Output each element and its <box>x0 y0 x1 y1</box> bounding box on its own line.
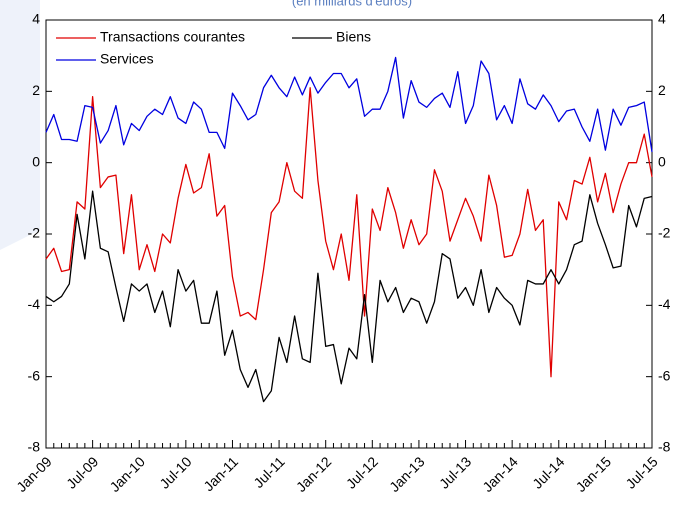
y-tick-label: 0 <box>32 153 40 169</box>
y-tick-label: -6 <box>28 367 41 383</box>
x-tick-label: Jul-10 <box>156 453 194 491</box>
y2-tick-label: -4 <box>658 296 671 312</box>
y-tick-label: 4 <box>32 11 40 27</box>
x-tick-label: Jan-12 <box>293 453 335 495</box>
series-line <box>45 190 653 403</box>
x-tick-label: Jul-11 <box>250 453 288 491</box>
y2-tick-label: 0 <box>658 153 666 169</box>
y-tick-label: -8 <box>28 439 41 455</box>
series-line <box>45 56 653 153</box>
x-tick-label: Jan-13 <box>386 453 428 495</box>
x-tick-label: Jan-14 <box>479 453 521 495</box>
chart-subtitle: (en milliards d'euros) <box>292 0 412 8</box>
x-tick-label: Jul-13 <box>436 453 474 491</box>
x-tick-label: Jul-15 <box>622 453 660 491</box>
y-tick-label: -2 <box>28 225 41 241</box>
x-tick-label: Jul-14 <box>529 453 567 491</box>
decoration <box>0 0 40 250</box>
legend-label: Transactions courantes <box>100 29 245 45</box>
x-tick-label: Jan-11 <box>200 453 241 494</box>
x-tick-label: Jul-09 <box>63 453 101 491</box>
x-tick-label: Jan-09 <box>13 453 55 495</box>
y-tick-label: -4 <box>28 296 41 312</box>
legend-label: Services <box>100 51 154 67</box>
y2-tick-label: 4 <box>658 11 666 27</box>
legend-label: Biens <box>336 29 371 45</box>
series-line <box>45 87 653 378</box>
plot-frame <box>45 19 653 449</box>
y2-tick-label: -6 <box>658 367 671 383</box>
y2-tick-label: -8 <box>658 439 671 455</box>
y2-tick-label: -2 <box>658 225 671 241</box>
x-tick-label: Jan-15 <box>573 453 615 495</box>
x-tick-label: Jan-10 <box>106 453 148 495</box>
y2-tick-label: 2 <box>658 82 666 98</box>
x-tick-label: Jul-12 <box>343 453 381 491</box>
y-tick-label: 2 <box>32 82 40 98</box>
